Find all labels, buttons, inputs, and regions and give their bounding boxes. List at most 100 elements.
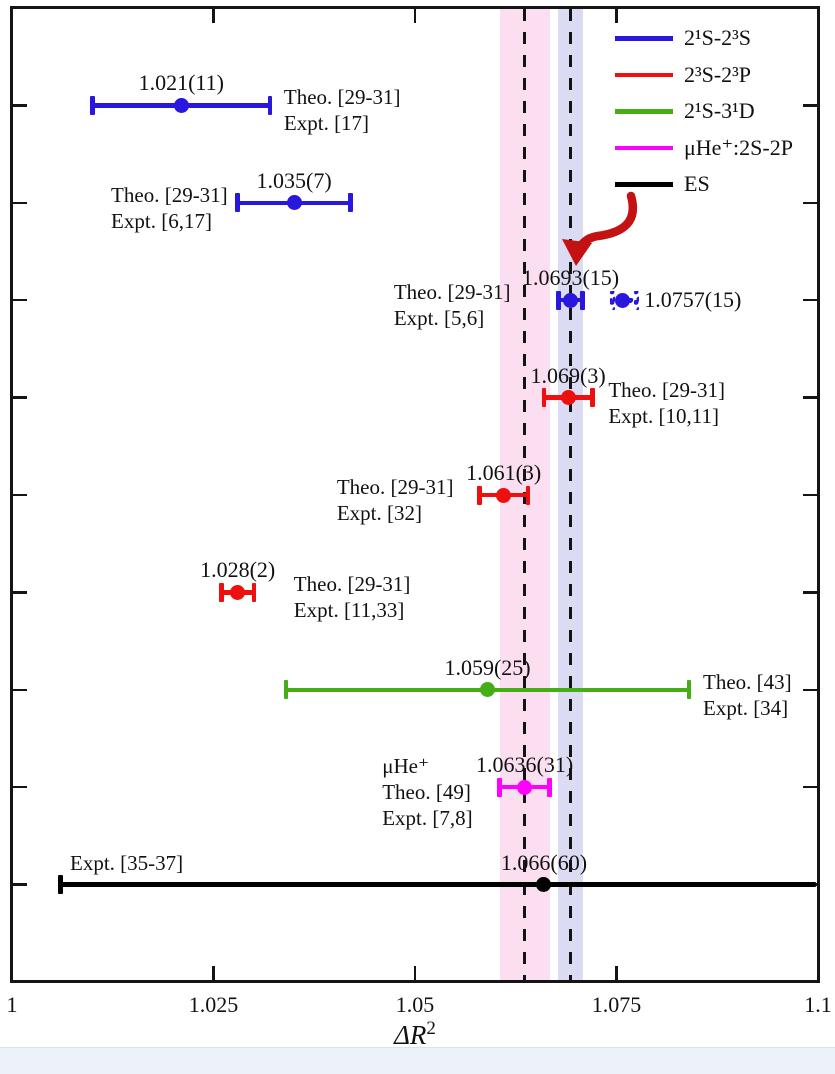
legend-item: μHe⁺:2S-2P <box>615 130 793 167</box>
ref-label: Theo. [29-31] Expt. [17] <box>284 84 401 136</box>
y-tick-right <box>803 688 817 692</box>
value-label: 1.035(7) <box>256 167 332 193</box>
errorbar-line <box>60 882 816 887</box>
ref-label-line: Expt. [10,11] <box>608 403 719 428</box>
x-tick-bottom <box>212 966 215 980</box>
data-point-marker <box>230 584 246 600</box>
errorbar-cap-right <box>686 680 692 700</box>
x-tick-top <box>212 9 215 23</box>
x-tick-label: 1.025 <box>188 992 239 1017</box>
ref-label: Theo. [29-31] Expt. [32] <box>337 474 454 526</box>
ref-label-line: Theo. [29-31] <box>111 182 228 207</box>
y-tick-right <box>803 591 817 594</box>
errorbar-cap-left <box>90 95 95 115</box>
legend-label: μHe⁺:2S-2P <box>684 134 793 160</box>
y-tick-right <box>803 298 817 302</box>
ref-label: Theo. [43] Expt. [34] <box>703 669 792 721</box>
data-point-marker <box>614 292 630 308</box>
data-point-marker <box>536 877 552 893</box>
y-tick-left <box>13 201 27 205</box>
y-tick-right <box>803 201 817 205</box>
errorbar-cap-left <box>219 582 224 602</box>
errorbar-cap-right <box>634 290 640 310</box>
plot-frame <box>10 6 820 983</box>
legend-label: 2¹S-3¹D <box>684 98 755 124</box>
legend: 2¹S-2³S 2³S-2³P 2¹S-3¹D μHe⁺:2S-2P ES <box>615 20 793 203</box>
ref-label-line: Theo. [43] <box>703 669 792 694</box>
x-axis-title: ΔR2 <box>394 1018 436 1051</box>
y-tick-right <box>803 104 817 107</box>
ref-label-line: Expt. [32] <box>336 501 422 525</box>
ref-label-line: Expt. [34] <box>703 695 789 720</box>
errorbar-cap-right <box>547 777 552 797</box>
data-point-marker <box>496 487 512 503</box>
y-tick-left <box>13 591 27 594</box>
errorbar-cap-left <box>58 875 63 895</box>
legend-label: ES <box>684 171 710 197</box>
legend-item: ES <box>615 166 793 203</box>
value-label: 1.066(60) <box>500 849 588 875</box>
footer-strip <box>0 1047 835 1074</box>
errorbar-cap-left <box>283 680 289 700</box>
errorbar-cap-right <box>525 485 531 505</box>
legend-item: 2³S-2³P <box>615 57 793 94</box>
value-label: 1.069(3) <box>530 362 606 388</box>
ref-label: Theo. [29-31] Expt. [5,6] <box>394 279 511 331</box>
y-tick-left <box>13 785 27 789</box>
ref-label-line: Theo. [29-31] <box>293 572 411 597</box>
ref-label-line: Theo. [29-31] <box>393 280 511 305</box>
value-label: 1.0693(15) <box>521 265 620 291</box>
data-point-marker <box>173 97 189 113</box>
ref-label-line: Expt. [11,33] <box>293 598 405 623</box>
value-label: 1.059(25) <box>444 654 531 680</box>
legend-swatch <box>615 182 673 187</box>
ref-label-line: Expt. [35-37] <box>70 850 184 875</box>
legend-label: 2¹S-2³S <box>684 25 751 51</box>
y-tick-left <box>13 493 27 497</box>
data-point-marker <box>517 779 533 795</box>
y-tick-left <box>13 104 27 107</box>
errorbar-cap-left <box>541 388 547 408</box>
x-tick-top <box>413 9 417 23</box>
legend-item: 2¹S-2³S <box>615 20 793 57</box>
ref-label: Theo. [29-31] Expt. [6,17] <box>111 182 228 234</box>
errorbar-cap-left <box>497 777 502 797</box>
x-tick-top <box>615 9 618 23</box>
ref-label-line: Expt. [5,6] <box>393 306 485 331</box>
y-tick-left <box>13 883 27 886</box>
value-label: 1.021(11) <box>138 70 224 96</box>
ref-label: μHe⁺ Theo. [49] Expt. [7,8] <box>382 753 472 831</box>
ref-label: Theo. [29-31] Expt. [11,33] <box>294 571 411 623</box>
y-tick-right <box>803 493 817 497</box>
x-tick-label: 1 <box>6 992 18 1017</box>
legend-item: 2¹S-3¹D <box>615 93 793 130</box>
ref-label-line: Expt. [17] <box>283 111 370 136</box>
ref-label-line: μHe⁺ <box>382 754 430 779</box>
x-tick-bottom <box>615 966 618 980</box>
errorbar-cap-left <box>556 290 561 310</box>
ref-label-line: Expt. [7,8] <box>382 806 473 831</box>
dashed-reference-line-2 <box>569 9 572 980</box>
errorbar-cap-left <box>610 290 616 310</box>
x-tick-label: 1.05 <box>395 992 435 1017</box>
data-point-marker <box>286 195 302 211</box>
legend-swatch <box>615 145 673 150</box>
y-tick-left <box>13 396 27 399</box>
legend-swatch <box>615 109 673 114</box>
x-axis-title-sup: 2 <box>426 1018 436 1039</box>
ref-label-line: Theo. [29-31] <box>283 85 401 110</box>
errorbar-cap-right <box>590 388 595 408</box>
ref-label-line: Expt. [6,17] <box>111 208 212 233</box>
y-tick-left <box>13 688 27 692</box>
errorbar-cap-right <box>251 582 257 602</box>
legend-label: 2³S-2³P <box>684 61 751 87</box>
y-tick-right <box>803 785 817 789</box>
ref-label-line: Theo. [49] <box>382 780 471 805</box>
data-point-marker <box>560 390 576 406</box>
ref-label-line: Theo. [29-31] <box>608 377 725 402</box>
legend-swatch <box>615 72 673 77</box>
ref-label: Theo. [29-31] Expt. [10,11] <box>608 377 725 429</box>
